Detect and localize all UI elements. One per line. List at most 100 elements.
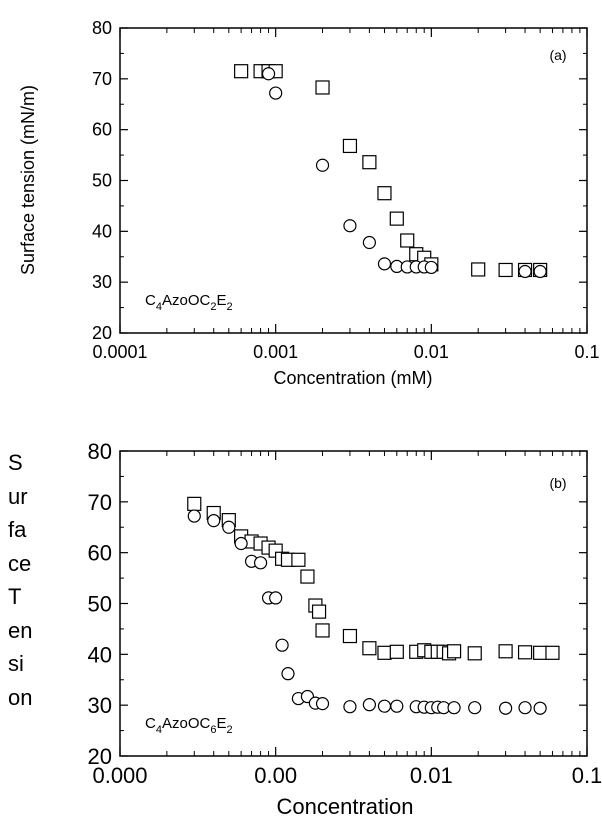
- ticks: [119, 27, 588, 334]
- square-marker: [362, 155, 377, 170]
- y-tick-label: 50: [88, 592, 112, 617]
- circle-marker: [424, 260, 438, 275]
- y-axis-title-line: ur: [8, 483, 28, 509]
- circle-marker: [533, 264, 547, 279]
- y-tick-label: 70: [88, 490, 112, 515]
- x-tick-label: 0.00: [254, 763, 297, 788]
- circle-marker: [207, 514, 221, 528]
- circle-marker: [261, 67, 276, 81]
- x-tick-label: 0.1: [572, 763, 602, 788]
- y-tick-label: 80: [88, 439, 112, 464]
- square-marker: [471, 262, 486, 277]
- y-axis-title-line: fa: [8, 517, 27, 542]
- circle-marker: [343, 700, 357, 714]
- square-marker: [187, 496, 202, 511]
- square-marker: [300, 569, 315, 584]
- y-tick-label: 60: [88, 541, 112, 566]
- x-axis-title: Concentration (mM): [273, 368, 432, 388]
- y-tick-label: 30: [92, 272, 112, 292]
- compound-label: C4AzoOC2E2: [145, 292, 233, 313]
- square-marker: [389, 644, 404, 659]
- circle-marker: [518, 264, 532, 279]
- square-marker: [315, 80, 330, 95]
- y-axis-title-line: on: [8, 684, 33, 710]
- x-tick-label: 0.1: [574, 342, 599, 362]
- circle-marker: [281, 667, 295, 681]
- square-marker: [400, 233, 415, 248]
- y-tick-label: 20: [92, 323, 112, 343]
- panel-b: 20 30 40 50 60 70 80 0.000 0.00 0.01 0.1 (b) C4Az…: [88, 439, 602, 819]
- square-marker: [498, 262, 513, 278]
- y-tick-label: 30: [88, 693, 112, 718]
- square-marker: [342, 628, 358, 644]
- ticks: [119, 450, 588, 757]
- square-marker: [291, 552, 306, 567]
- circle-marker: [315, 697, 330, 711]
- circle-marker: [533, 701, 547, 715]
- plot-frame: [119, 27, 588, 334]
- square-marker: [311, 604, 327, 619]
- y-tick-label: 40: [92, 221, 112, 241]
- y-tick-label: 80: [92, 18, 112, 38]
- data-points: [187, 496, 560, 715]
- circle-marker: [269, 591, 283, 605]
- circle-marker: [315, 158, 330, 172]
- circle-marker: [468, 701, 482, 715]
- circle-marker: [187, 509, 201, 523]
- square-marker: [498, 644, 513, 659]
- y-tick-label: 40: [88, 642, 112, 667]
- square-marker: [315, 623, 330, 638]
- circle-marker: [377, 257, 392, 271]
- circle-marker: [377, 699, 392, 713]
- circle-marker: [362, 698, 376, 712]
- circle-marker: [269, 86, 283, 100]
- circle-marker: [390, 699, 404, 713]
- y-tick-label: 70: [92, 69, 112, 89]
- y-tick-label: 50: [92, 171, 112, 191]
- circle-marker: [499, 701, 513, 715]
- square-marker: [377, 186, 392, 201]
- circle-marker: [362, 235, 376, 250]
- square-marker: [342, 138, 358, 154]
- compound-label: C4AzoOC6E2: [145, 715, 233, 736]
- y-axis-title-line: ce: [8, 550, 32, 576]
- x-tick-label: 0.01: [410, 763, 453, 788]
- square-marker: [377, 645, 392, 660]
- x-tick-label: 0.01: [414, 342, 449, 362]
- y-tick-label: 20: [88, 744, 112, 769]
- circle-marker: [518, 701, 532, 715]
- y-tick-label: 60: [92, 120, 112, 140]
- data-points: [234, 64, 548, 279]
- x-axis-title: Concentration: [277, 794, 414, 819]
- y-axis-title-line: si: [8, 651, 24, 676]
- y-tick-labels: 20 30 40 50 60 70 80: [88, 439, 112, 769]
- circle-marker: [343, 219, 357, 233]
- x-tick-labels: 0.0001 0.001 0.01 0.1: [92, 342, 599, 362]
- square-marker: [517, 645, 533, 660]
- panel-label: (b): [549, 475, 566, 491]
- y-axis-title-line: T: [8, 584, 22, 609]
- square-marker: [389, 211, 404, 226]
- circle-marker: [447, 701, 461, 715]
- square-marker: [234, 64, 249, 79]
- y-axis-title-line: S: [8, 450, 23, 475]
- circle-marker: [275, 638, 289, 652]
- y-axis-title-line: en: [8, 617, 33, 643]
- square-marker: [446, 644, 462, 659]
- square-marker: [467, 646, 482, 661]
- panel-label: (a): [549, 47, 566, 63]
- x-tick-label: 0.0001: [92, 342, 147, 362]
- circle-marker: [253, 556, 268, 570]
- y-tick-labels: 20 30 40 50 60 70 80: [92, 18, 112, 343]
- x-tick-label: 0.001: [253, 342, 298, 362]
- circle-marker: [222, 520, 236, 534]
- circle-marker: [234, 536, 248, 551]
- panel-a: 20 30 40 50 60 70 80 0.0001 0.001 0.01 0.1 (a) C4…: [18, 18, 600, 388]
- square-marker: [533, 645, 548, 660]
- y-axis-title: Surface tension (mN/m): [18, 85, 38, 275]
- square-marker: [545, 645, 560, 660]
- square-marker: [362, 641, 377, 656]
- x-tick-labels: 0.000 0.00 0.01 0.1: [92, 763, 602, 788]
